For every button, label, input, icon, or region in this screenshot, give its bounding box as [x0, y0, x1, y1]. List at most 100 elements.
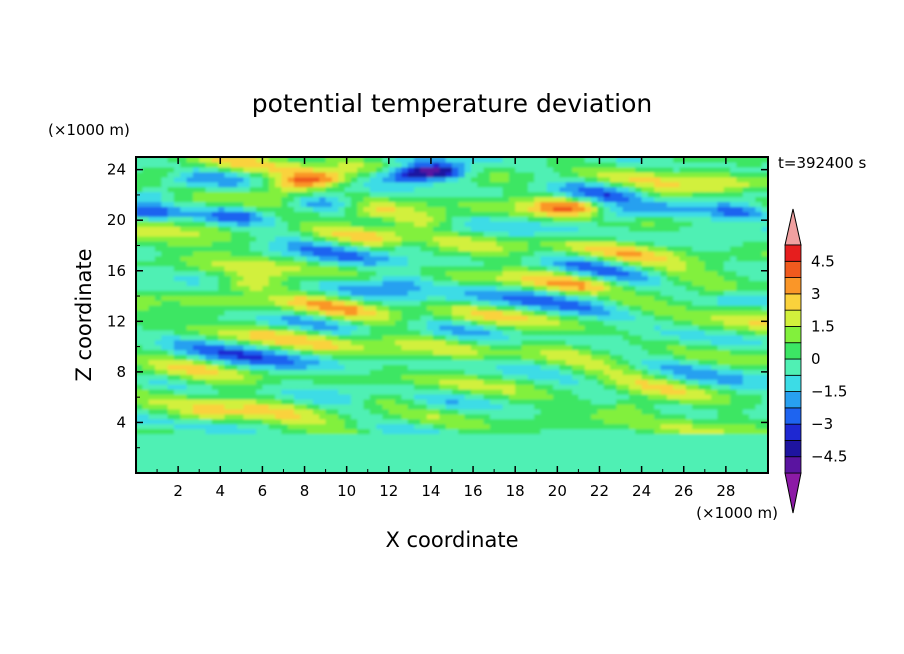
field-cell: [692, 329, 700, 336]
field-cell: [723, 255, 731, 262]
field-cell: [534, 359, 542, 365]
field-cell: [584, 468, 592, 473]
field-cell: [515, 265, 523, 272]
field-cell: [546, 408, 554, 415]
field-cell: [199, 285, 207, 291]
field-cell: [502, 280, 510, 286]
field-cell: [730, 344, 737, 351]
field-cell: [275, 364, 282, 370]
field-cell: [496, 226, 504, 232]
field-cell: [388, 433, 396, 440]
field-cell: [211, 260, 219, 267]
field-cell: [142, 394, 150, 400]
field-cell: [344, 463, 352, 469]
field-cell: [647, 389, 655, 395]
field-cell: [173, 423, 181, 430]
field-cell: [395, 364, 403, 370]
field-cell: [192, 448, 200, 454]
field-cell: [357, 379, 365, 385]
field-cell: [243, 354, 251, 361]
field-cell: [224, 315, 232, 321]
field-cell: [597, 260, 605, 267]
field-cell: [755, 408, 763, 415]
field-cell: [527, 334, 535, 341]
field-cell: [622, 384, 630, 390]
field-cell: [546, 443, 554, 449]
field-cell: [173, 300, 181, 306]
field-cell: [704, 295, 712, 301]
field-cell: [635, 285, 643, 291]
field-cell: [698, 394, 706, 400]
field-cell: [173, 433, 181, 440]
field-cell: [376, 329, 384, 336]
field-cell: [673, 231, 681, 237]
field-cell: [452, 423, 459, 430]
field-cell: [553, 428, 561, 435]
field-cell: [749, 295, 756, 301]
field-cell: [477, 433, 485, 440]
field-cell: [698, 398, 706, 405]
field-cell: [723, 236, 731, 242]
field-cell: [426, 334, 434, 341]
field-cell: [591, 315, 598, 321]
field-cell: [420, 408, 428, 415]
field-cell: [660, 300, 668, 306]
field-cell: [591, 398, 598, 405]
field-cell: [344, 398, 352, 405]
field-cell: [502, 418, 510, 425]
field-cell: [553, 418, 561, 425]
field-cell: [287, 403, 295, 410]
field-cell: [275, 300, 282, 306]
field-cell: [211, 339, 219, 346]
field-cell: [546, 364, 554, 370]
field-cell: [717, 329, 725, 336]
field-cell: [230, 250, 238, 257]
field-cell: [414, 354, 421, 361]
field-cell: [698, 408, 706, 415]
field-cell: [749, 463, 756, 469]
field-cell: [306, 428, 314, 435]
field-cell: [173, 245, 181, 252]
field-cell: [635, 245, 643, 252]
field-cell: [755, 319, 763, 326]
field-cell: [173, 453, 181, 459]
field-cell: [312, 423, 320, 430]
field-cell: [325, 384, 333, 390]
field-cell: [300, 339, 308, 346]
field-cell: [205, 240, 213, 247]
field-cell: [414, 448, 421, 454]
field-cell: [654, 398, 662, 405]
field-cell: [319, 255, 327, 262]
field-cell: [369, 428, 377, 435]
field-cell: [167, 398, 175, 405]
field-cell: [502, 226, 510, 232]
field-cell: [470, 344, 478, 351]
field-cell: [736, 374, 744, 380]
field-cell: [622, 275, 630, 282]
field-cell: [148, 413, 156, 420]
field-cell: [369, 448, 377, 454]
field-cell: [742, 329, 750, 336]
field-cell: [483, 453, 491, 459]
field-cell: [319, 319, 327, 326]
field-cell: [167, 231, 175, 237]
field-cell: [515, 329, 523, 336]
field-cell: [192, 468, 200, 473]
field-cell: [622, 315, 630, 321]
field-cell: [142, 280, 150, 286]
field-cell: [464, 255, 472, 262]
field-cell: [452, 458, 459, 464]
field-cell: [502, 443, 510, 449]
field-cell: [527, 344, 535, 351]
field-cell: [395, 443, 403, 449]
field-cell: [515, 334, 523, 341]
field-cell: [515, 231, 523, 237]
field-cell: [464, 408, 472, 415]
field-cell: [610, 265, 617, 272]
field-cell: [470, 389, 478, 395]
field-cell: [262, 270, 270, 277]
field-cell: [154, 236, 162, 242]
field-cell: [521, 418, 529, 425]
field-cell: [433, 240, 440, 247]
field-cell: [496, 245, 504, 252]
